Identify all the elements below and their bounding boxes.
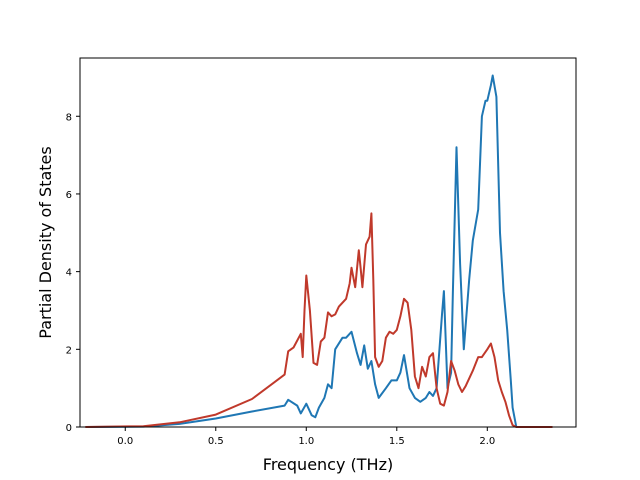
plot-frame [79,57,577,428]
y-tick-label: 8 [66,112,72,123]
y-tick-label: 0 [66,423,72,434]
x-tick-label: 2.0 [479,436,495,447]
x-tick-label: 1.5 [389,436,405,447]
x-axis-title: Frequency (THz) [263,455,393,474]
y-tick-label: 2 [66,345,72,356]
y-axis-title: Partial Density of States [36,146,55,338]
y-tick-label: 4 [66,268,72,279]
y-tick-label: 6 [66,190,72,201]
x-axis: 0.0 0.5 1.0 1.5 2.0 [117,427,495,447]
y-axis: 0 2 4 6 8 [66,112,80,434]
x-tick-label: 0.5 [208,436,224,447]
series-line-1 [85,74,553,428]
series-layer [85,74,553,428]
x-tick-label: 1.0 [298,436,314,447]
x-tick-label: 0.0 [117,436,133,447]
series-line-2 [85,212,553,428]
